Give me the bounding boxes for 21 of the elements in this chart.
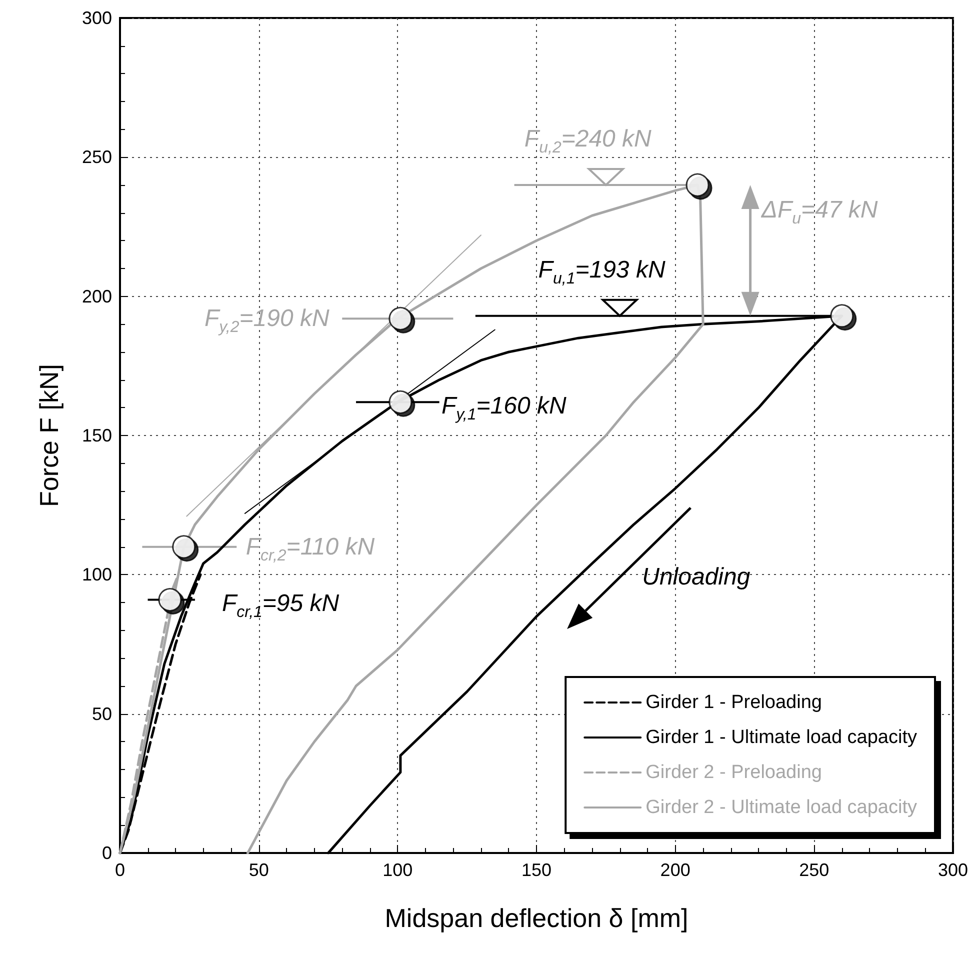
- x-tick-label: 250: [799, 860, 830, 880]
- y-axis-title: Force F [kN]: [34, 364, 64, 508]
- x-tick-label: 200: [660, 860, 690, 880]
- x-tick-label: 150: [521, 860, 552, 880]
- legend-label: Girder 1 - Preloading: [646, 692, 822, 713]
- x-tick-label: 100: [382, 860, 413, 880]
- legend-label: Girder 1 - Ultimate load capacity: [646, 727, 918, 748]
- x-tick-label: 300: [938, 860, 968, 880]
- y-tick-label: 150: [82, 426, 112, 446]
- annotation: Unloading: [642, 564, 751, 591]
- y-tick-label: 200: [82, 286, 112, 306]
- legend-label: Girder 2 - Ultimate load capacity: [646, 797, 918, 818]
- y-tick-label: 300: [82, 8, 112, 28]
- y-tick-label: 0: [102, 843, 112, 863]
- y-tick-label: 100: [82, 564, 112, 585]
- y-tick-label: 250: [82, 147, 112, 168]
- x-tick-label: 50: [248, 860, 269, 880]
- legend-label: Girder 2 - Preloading: [646, 762, 822, 783]
- x-axis-title: Midspan deflection δ [mm]: [384, 903, 688, 933]
- y-tick-label: 50: [92, 704, 112, 724]
- x-tick-label: 0: [114, 860, 126, 880]
